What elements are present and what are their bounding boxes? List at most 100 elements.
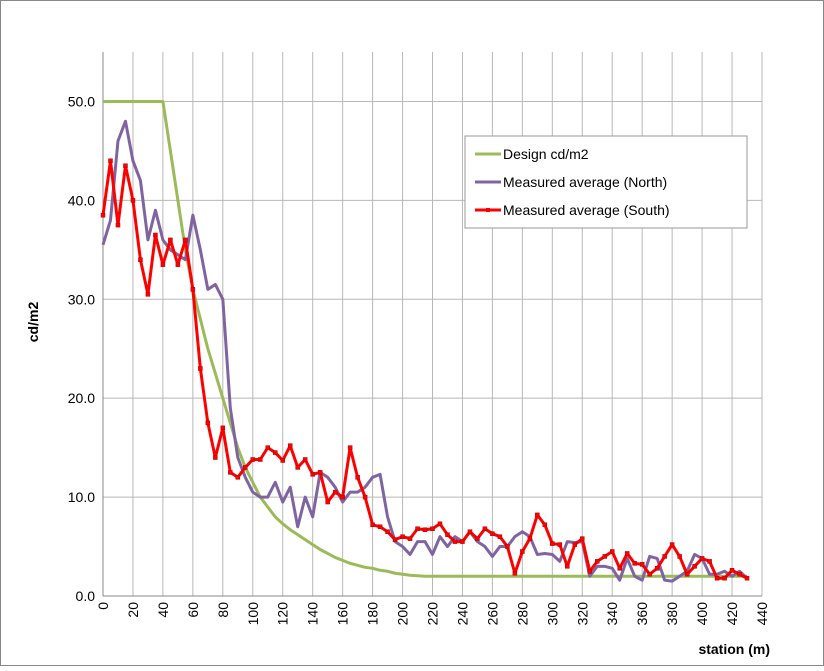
series-line xyxy=(101,119,749,583)
point-marker xyxy=(295,465,300,470)
point-marker xyxy=(340,494,345,500)
point-marker xyxy=(669,542,675,547)
point-marker xyxy=(647,571,652,577)
x-tick-label: 0 xyxy=(95,602,111,610)
point-marker xyxy=(400,534,405,539)
point-marker xyxy=(482,526,488,531)
point-marker xyxy=(287,443,293,448)
x-tick-label: 260 xyxy=(484,602,500,626)
point-marker xyxy=(175,262,181,267)
point-marker xyxy=(572,542,578,547)
point-marker xyxy=(632,561,637,566)
point-marker xyxy=(153,232,158,238)
legend-label: Design cd/m2 xyxy=(503,146,589,162)
x-tick-label: 100 xyxy=(245,602,261,626)
x-tick-label: 420 xyxy=(724,602,740,626)
point-marker xyxy=(370,522,375,528)
point-marker xyxy=(190,287,196,292)
point-marker xyxy=(467,529,473,534)
x-tick-label: 180 xyxy=(365,602,381,626)
point-marker xyxy=(550,541,555,546)
x-tick-label: 60 xyxy=(185,602,201,618)
point-marker xyxy=(707,559,712,564)
point-marker xyxy=(557,542,563,547)
x-tick-label: 440 xyxy=(754,602,770,626)
point-marker xyxy=(355,475,360,480)
point-marker xyxy=(183,237,188,243)
y-tick-label: 50.0 xyxy=(68,93,95,109)
point-marker xyxy=(325,499,330,505)
point-marker xyxy=(744,575,750,581)
point-marker xyxy=(437,521,443,527)
x-tick-label: 240 xyxy=(454,602,470,626)
point-marker xyxy=(115,222,121,228)
point-marker xyxy=(729,568,735,573)
point-marker xyxy=(609,549,615,554)
point-marker xyxy=(714,575,720,581)
point-marker xyxy=(677,554,682,559)
x-axis-label: station (m) xyxy=(698,641,770,657)
point-marker xyxy=(595,559,600,564)
x-tick-label: 360 xyxy=(634,602,650,626)
x-tick-label: 400 xyxy=(694,602,710,626)
point-marker xyxy=(654,566,660,571)
point-marker xyxy=(145,292,151,297)
point-marker xyxy=(347,445,353,450)
x-tick-label: 380 xyxy=(664,602,680,626)
point-marker xyxy=(602,554,607,559)
point-marker xyxy=(422,527,428,532)
point-marker xyxy=(385,529,390,534)
point-marker xyxy=(168,237,173,243)
y-tick-label: 10.0 xyxy=(68,489,95,505)
point-marker xyxy=(160,262,166,267)
y-tick-label: 0.0 xyxy=(76,588,96,604)
point-marker xyxy=(332,489,338,495)
x-tick-label: 160 xyxy=(335,602,351,626)
y-axis-label: cd/m2 xyxy=(25,302,41,343)
y-tick-label: 30.0 xyxy=(68,291,95,307)
point-marker xyxy=(317,470,323,475)
x-tick-label: 320 xyxy=(574,602,590,626)
point-marker xyxy=(130,198,136,203)
point-marker xyxy=(624,551,630,556)
point-marker xyxy=(527,536,533,541)
x-tick-label: 220 xyxy=(425,602,441,626)
point-marker xyxy=(392,537,398,542)
point-marker xyxy=(587,569,593,574)
point-marker xyxy=(123,163,128,168)
point-marker xyxy=(692,564,697,569)
point-marker xyxy=(497,534,503,539)
point-marker xyxy=(520,549,525,554)
point-marker xyxy=(580,536,585,541)
point-marker xyxy=(228,470,233,475)
point-marker xyxy=(475,536,480,541)
point-marker xyxy=(138,257,143,262)
x-tick-label: 40 xyxy=(155,602,171,618)
legend-box xyxy=(464,135,748,229)
x-tick-label: 280 xyxy=(514,602,530,626)
x-tick-label: 20 xyxy=(125,602,141,618)
point-marker xyxy=(220,425,226,431)
legend-marker xyxy=(486,208,490,212)
point-marker xyxy=(722,575,727,581)
point-marker xyxy=(565,564,570,569)
point-marker xyxy=(535,512,540,518)
point-marker xyxy=(662,554,667,559)
point-marker xyxy=(205,420,211,426)
y-tick-label: 40.0 xyxy=(68,192,95,208)
series-line xyxy=(103,99,748,578)
point-marker xyxy=(198,366,203,371)
point-marker xyxy=(445,532,450,537)
point-marker xyxy=(258,457,263,462)
point-marker xyxy=(415,526,420,531)
legend-label: Measured average (North) xyxy=(503,174,667,190)
x-tick-label: 200 xyxy=(395,602,411,626)
x-tick-label: 80 xyxy=(215,602,231,618)
point-marker xyxy=(377,524,383,530)
point-marker xyxy=(430,526,435,531)
point-marker xyxy=(250,457,256,462)
point-marker xyxy=(490,531,495,536)
point-marker xyxy=(460,539,465,544)
